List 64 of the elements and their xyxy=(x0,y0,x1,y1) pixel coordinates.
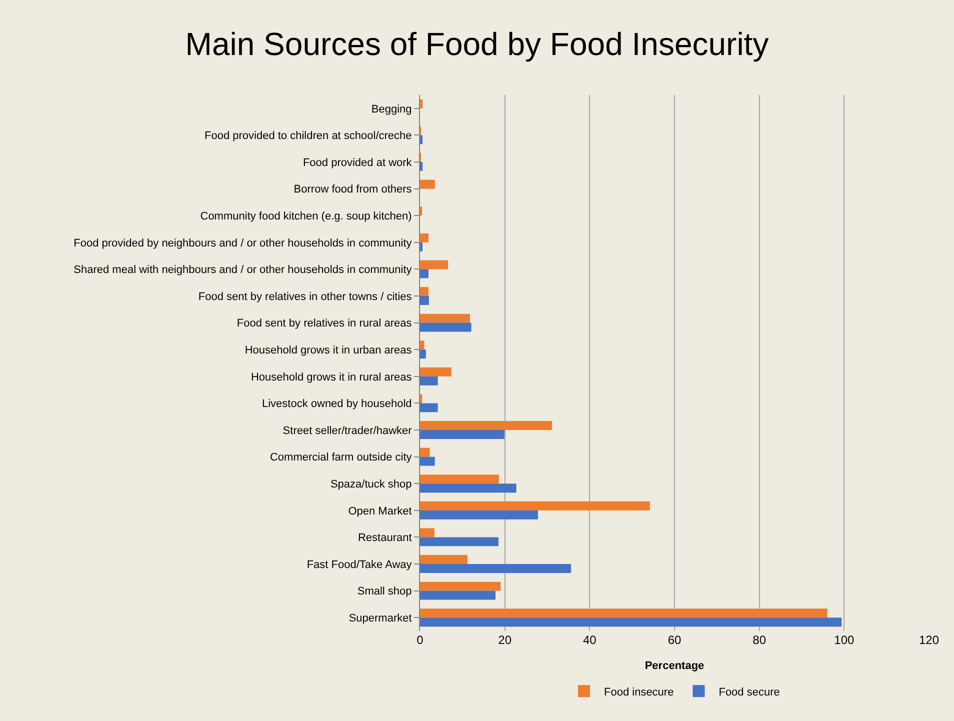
bar xyxy=(420,162,423,171)
bar xyxy=(420,314,470,323)
x-tick-label: 80 xyxy=(752,633,766,647)
bar xyxy=(420,555,468,564)
y-tick-label: Borrow food from others xyxy=(294,184,412,196)
bar xyxy=(420,528,434,538)
bar xyxy=(420,537,498,546)
bar xyxy=(420,564,571,573)
bar xyxy=(420,484,516,493)
bar xyxy=(420,448,430,457)
y-tick-label: Food provided to children at school/creche xyxy=(204,130,412,142)
x-tick-label: 40 xyxy=(582,633,597,647)
y-tick-label: Small shop xyxy=(357,586,412,598)
y-tick-label: Food sent by relatives in other towns / cities xyxy=(198,290,412,303)
bar xyxy=(420,296,429,305)
y-tick-label: Spaza/tuck shop xyxy=(330,478,412,490)
y-tick-label: Commercial farm outside city xyxy=(270,452,412,464)
bar xyxy=(420,456,435,466)
x-tick-label: 0 xyxy=(416,633,424,647)
bar xyxy=(420,501,650,510)
bar xyxy=(420,99,423,108)
bar xyxy=(420,287,428,296)
bar xyxy=(420,135,423,144)
bar xyxy=(420,421,552,430)
bar xyxy=(420,233,428,242)
y-tick-label: Community food kitchen (e.g. soup kitchen) xyxy=(200,210,412,222)
x-tick-label: 120 xyxy=(918,633,940,647)
y-tick-label: Food provided by neighbours and / or other households in community xyxy=(74,237,412,250)
legend-label: Food insecure xyxy=(604,686,674,698)
bar xyxy=(420,180,435,189)
y-tick-label: Supermarket xyxy=(348,612,412,624)
legend-label: Food secure xyxy=(718,686,780,698)
bar xyxy=(420,322,472,332)
y-tick-label: Household grows it in urban areas xyxy=(244,344,412,356)
x-axis-title: Percentage xyxy=(644,660,704,672)
y-tick-label: Livestock owned by household xyxy=(262,398,412,410)
bar xyxy=(420,590,496,600)
y-tick-label: Food sent by relatives in rural areas xyxy=(236,318,412,330)
y-tick-label: Shared meal with neighbours and / or other households in community xyxy=(74,264,412,276)
bar xyxy=(420,242,423,252)
bar xyxy=(420,376,438,386)
bar xyxy=(420,582,501,591)
bar xyxy=(420,350,426,359)
y-tick-label: Fast Food/Take Away xyxy=(306,558,412,571)
y-tick-label: Street seller/trader/hawker xyxy=(282,424,412,437)
bar xyxy=(420,260,448,270)
chart-title: Main Sources of Food by Food Insecurity xyxy=(185,26,769,62)
bar xyxy=(420,430,504,439)
x-tick-label: 20 xyxy=(498,633,512,647)
bar xyxy=(420,340,424,350)
y-tick-label: Restaurant xyxy=(358,532,412,544)
bar xyxy=(420,269,428,278)
bar xyxy=(420,474,499,484)
y-tick-label: Food provided at work xyxy=(302,156,412,169)
bar xyxy=(420,403,438,412)
x-tick-label: 100 xyxy=(834,633,854,647)
y-tick-label: Open Market xyxy=(348,505,412,518)
bar xyxy=(420,618,842,627)
x-tick-label: 60 xyxy=(668,633,682,647)
bar xyxy=(420,510,538,520)
y-tick-label: Household grows it in rural areas xyxy=(250,371,412,384)
y-tick-label: Begging xyxy=(371,103,412,116)
bar xyxy=(420,367,452,376)
bar xyxy=(420,608,828,618)
